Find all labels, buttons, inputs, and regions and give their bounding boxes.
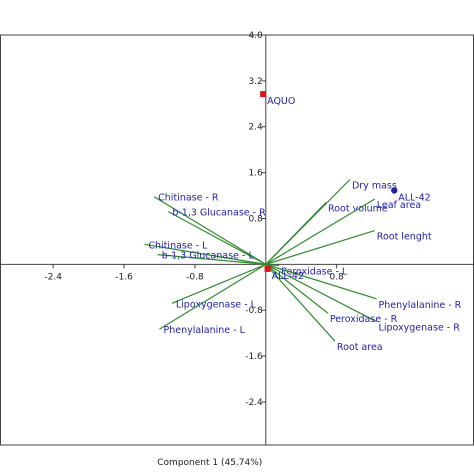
- sample-label: ALL-42: [398, 192, 430, 203]
- vector-label: Lipoxygenase - R: [379, 323, 461, 334]
- loading-vector: [144, 243, 266, 265]
- loading-vector: [265, 229, 375, 265]
- vector-label: Phenylalanine - L: [163, 325, 245, 336]
- vector-label: Root lenght: [377, 232, 432, 243]
- y-tick-label: 1.6: [248, 169, 263, 179]
- vector-label: Phenylalanine - R: [379, 300, 462, 311]
- y-tick-label: 4.0: [248, 31, 263, 41]
- vector-label: Peroxidase - L: [281, 267, 348, 278]
- loading-vector: [265, 263, 377, 323]
- vector-label: Lipoxygenase - L: [176, 299, 257, 310]
- sample-point: [264, 265, 271, 272]
- x-tick-label: -2.4: [44, 272, 62, 282]
- x-axis-title: Component 1 (45.74%): [157, 458, 262, 468]
- loading-vector: [159, 263, 267, 330]
- y-tick-label: -2.4: [245, 398, 263, 408]
- y-ticks: 4.0 3.2 2.4 1.6 0.8 -0.8 -1.6 -2.4: [245, 31, 266, 408]
- sample-label: ALL-42: [272, 271, 304, 282]
- x-tick-label: 0.8: [330, 272, 345, 282]
- loading-vector: [171, 263, 267, 304]
- sample-point: [391, 187, 398, 194]
- y-tick-label: -0.8: [245, 306, 263, 316]
- vector-label: Chitinase - R: [158, 193, 219, 204]
- loading-vector: [265, 198, 376, 265]
- sample-point: [260, 91, 267, 98]
- y-tick-label: -1.6: [245, 352, 263, 362]
- loading-vector: [153, 196, 267, 265]
- y-tick-label: 0.8: [248, 214, 263, 224]
- sample-points: AQUO ALL-42 ALL-42: [260, 91, 431, 282]
- loading-vector: [265, 202, 327, 265]
- loading-vector: [265, 263, 329, 314]
- loading-vector: [168, 211, 267, 265]
- vector-label: b-1,3 Glucanase - L: [162, 251, 255, 262]
- vector-label: Leaf area: [377, 200, 421, 211]
- vector-label: Root area: [337, 342, 383, 353]
- y-tick-label: 3.2: [248, 77, 262, 87]
- x-tick-label: -1.6: [115, 272, 133, 282]
- x-ticks: -2.4 -1.6 -0.8 0.8: [44, 264, 344, 282]
- vector-label: Chitinase - L: [148, 240, 208, 251]
- sample-label: AQUO: [267, 96, 295, 107]
- loading-vectors: Chitinase - R b-1,3 Glucanase - R Chitinas…: [144, 179, 462, 353]
- vector-label: Dry mass: [352, 181, 397, 192]
- loading-vector: [265, 263, 336, 342]
- vector-label: b-1,3 Glucanase - R: [172, 208, 266, 219]
- x-tick-label: -0.8: [186, 272, 204, 282]
- loading-vector: [157, 254, 266, 265]
- y-tick-label: 2.4: [248, 123, 263, 133]
- vector-label: Peroxidase - R: [330, 314, 398, 325]
- loading-vector: [265, 263, 377, 300]
